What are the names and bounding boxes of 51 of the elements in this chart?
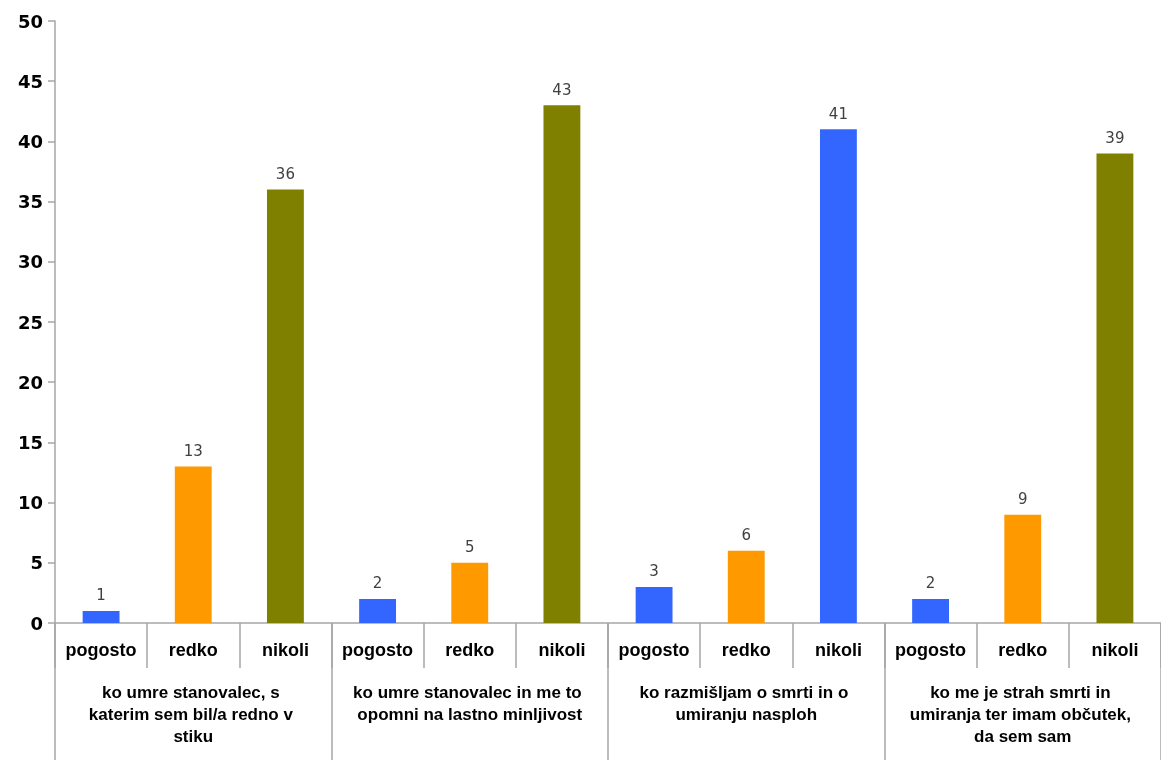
text: ko umre stanovalec in me to opomni na lastno minljivost bbox=[353, 682, 587, 724]
data-label: 39 bbox=[1105, 128, 1125, 147]
bar bbox=[543, 105, 581, 623]
bar bbox=[1004, 514, 1042, 623]
text: ko umre stanovalec, s katerim sem bil/a redno v stiku bbox=[88, 682, 298, 746]
x-tick-label: pogosto bbox=[65, 640, 137, 660]
y-tick-label: 20 bbox=[17, 371, 43, 393]
data-label: 1 bbox=[96, 586, 106, 605]
y-tick-label: 45 bbox=[17, 70, 43, 92]
bar bbox=[727, 550, 765, 623]
bar bbox=[359, 598, 397, 623]
data-label: 5 bbox=[464, 538, 475, 557]
x-tick-label: redko bbox=[445, 640, 495, 660]
x-tick-label: nikoli bbox=[261, 640, 309, 660]
data-label: 41 bbox=[828, 104, 848, 123]
text: ko razmišljam o smrti in o umiranju nasploh bbox=[639, 682, 854, 724]
x-tick-label: redko bbox=[998, 640, 1048, 660]
data-label: 3 bbox=[649, 562, 659, 581]
data-label: 43 bbox=[552, 80, 572, 99]
y-tick-label: 40 bbox=[17, 130, 43, 152]
y-tick-label: 5 bbox=[30, 552, 43, 574]
x-tick-label: nikoli bbox=[814, 640, 862, 660]
bar bbox=[635, 586, 673, 623]
data-label: 2 bbox=[925, 574, 936, 593]
bar bbox=[174, 466, 212, 623]
bar bbox=[1096, 153, 1134, 623]
x-tick-label: pogosto bbox=[342, 640, 414, 660]
bar bbox=[266, 189, 304, 623]
y-tick-label: 15 bbox=[17, 431, 43, 453]
x-tick-label: pogosto bbox=[618, 640, 690, 660]
x-tick-label: redko bbox=[168, 640, 218, 660]
y-tick-label: 30 bbox=[17, 251, 43, 273]
x-tick-label: nikoli bbox=[538, 640, 586, 660]
y-tick-label: 0 bbox=[30, 612, 43, 634]
x-tick-label: redko bbox=[721, 640, 771, 660]
y-tick-label: 25 bbox=[17, 311, 43, 333]
data-label: 36 bbox=[275, 165, 295, 184]
data-label: 2 bbox=[372, 574, 383, 593]
y-tick-label: 10 bbox=[17, 492, 43, 514]
data-label: 13 bbox=[183, 441, 203, 460]
bar bbox=[819, 129, 857, 623]
data-label: 9 bbox=[1017, 490, 1028, 509]
x-tick-label: nikoli bbox=[1091, 640, 1139, 660]
y-tick-label: 35 bbox=[17, 191, 43, 213]
bar bbox=[82, 610, 120, 623]
bar bbox=[451, 562, 489, 623]
bar bbox=[912, 598, 950, 623]
data-label: 6 bbox=[741, 526, 752, 545]
y-tick-label: 50 bbox=[17, 10, 43, 32]
x-tick-label: pogosto bbox=[895, 640, 967, 660]
text: ko me je strah smrti in umiranja ter imam občutek, da sem sam bbox=[909, 682, 1136, 746]
